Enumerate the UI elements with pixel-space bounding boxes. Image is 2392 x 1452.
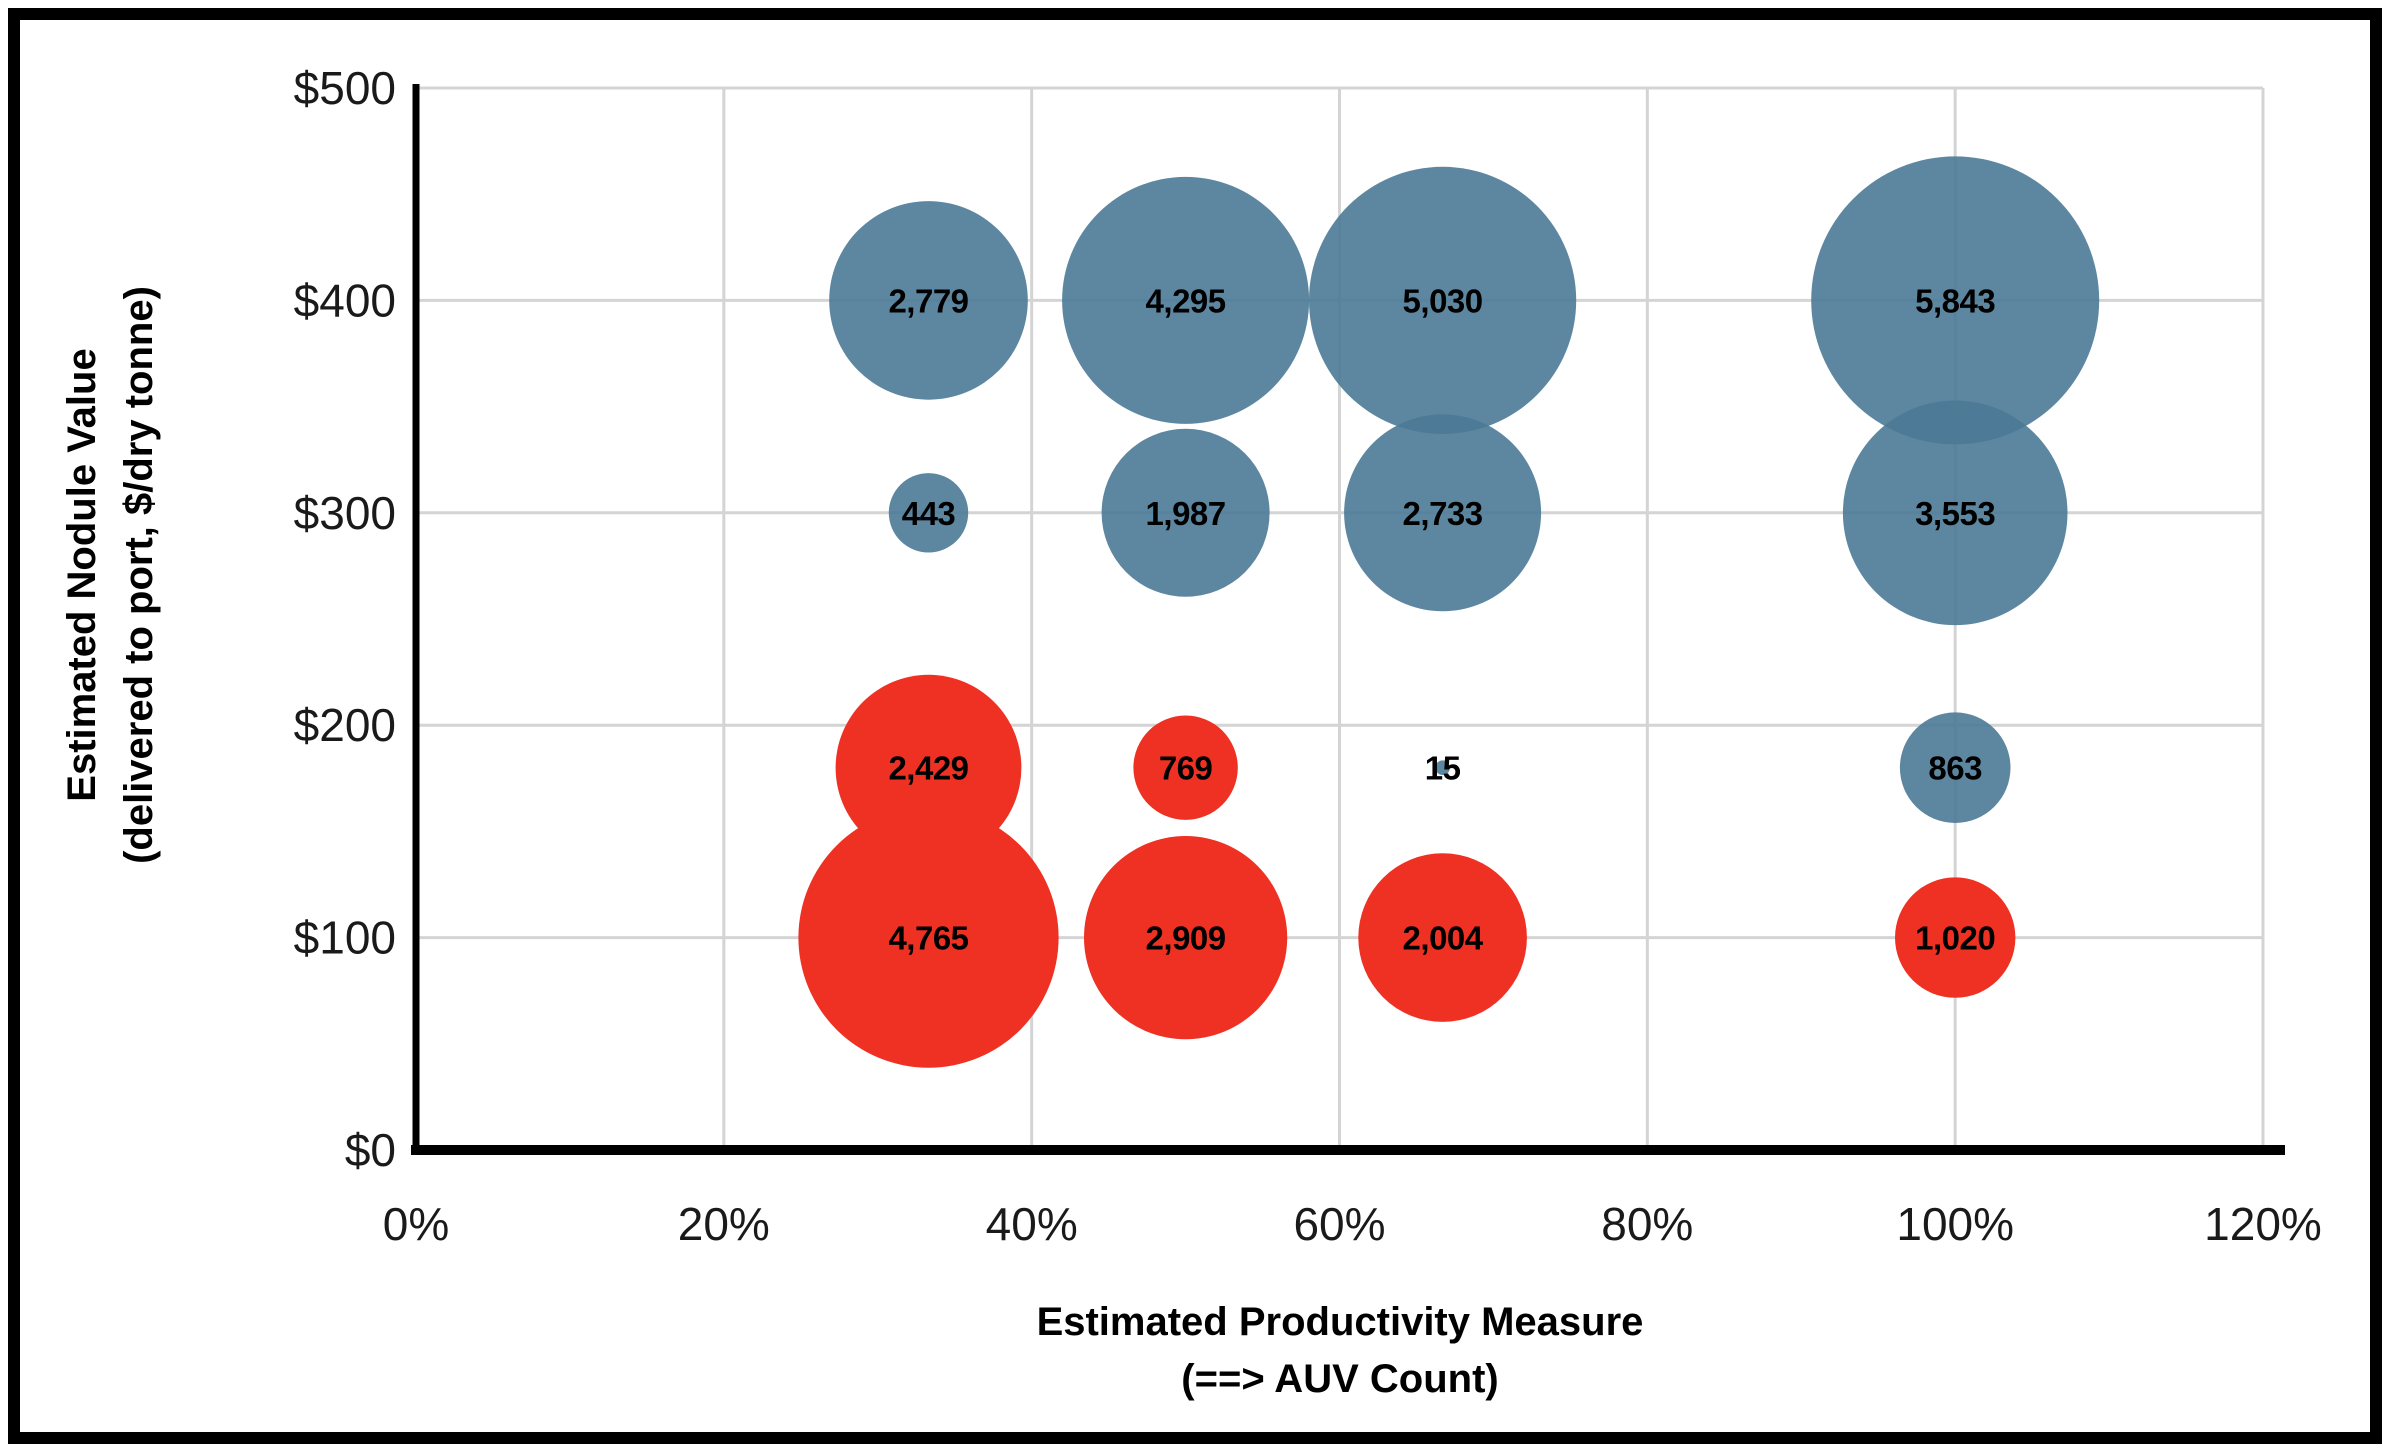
bubble-2909 bbox=[1084, 836, 1288, 1040]
y-axis-title-line1: Estimated Nodule Value bbox=[60, 348, 104, 801]
bubble-label-1020: 1,020 bbox=[1915, 920, 1995, 957]
x-tick-label-100: 100% bbox=[1896, 1198, 2014, 1250]
bubble-15 bbox=[1435, 760, 1450, 775]
bubble-label-5843: 5,843 bbox=[1915, 282, 1995, 319]
x-tick-label-20: 20% bbox=[678, 1198, 770, 1250]
bubble-label-443: 443 bbox=[902, 495, 956, 532]
y-tick-label-300: $300 bbox=[294, 487, 396, 539]
bubble-label-15: 15 bbox=[1425, 750, 1461, 787]
y-axis-title-line2: (delivered to port, $/dry tonne) bbox=[117, 286, 161, 864]
bubble-769 bbox=[1133, 715, 1238, 820]
bubble-5843 bbox=[1811, 156, 2100, 445]
bubble-443 bbox=[888, 473, 969, 553]
bubble-1020 bbox=[1895, 877, 2016, 998]
bubble-2779 bbox=[829, 201, 1028, 400]
bubble-label-4295: 4,295 bbox=[1146, 282, 1226, 319]
bubble-label-2779: 2,779 bbox=[888, 282, 968, 319]
bubble-3553 bbox=[1842, 400, 2068, 626]
bubble-4765 bbox=[798, 807, 1059, 1068]
x-tick-label-60: 60% bbox=[1293, 1198, 1385, 1250]
bubbles bbox=[798, 156, 2100, 1068]
x-axis-title-line2: (==> AUV Count) bbox=[1181, 1357, 1498, 1401]
chart-border bbox=[8, 8, 2382, 1444]
bubble-label-4765: 4,765 bbox=[888, 920, 968, 957]
x-tick-label-0: 0% bbox=[383, 1198, 449, 1250]
bubble-1987 bbox=[1101, 428, 1270, 597]
bubble-label-769: 769 bbox=[1159, 750, 1213, 787]
bubble-label-2429: 2,429 bbox=[888, 750, 968, 787]
bubble-label-2733: 2,733 bbox=[1403, 495, 1483, 532]
x-axis-title-line1: Estimated Productivity Measure bbox=[1037, 1300, 1644, 1344]
y-tick-label-100: $100 bbox=[294, 912, 396, 964]
y-tick-label-0: $0 bbox=[345, 1124, 396, 1176]
x-tick-label-120: 120% bbox=[2204, 1198, 2322, 1250]
y-tick-label-400: $400 bbox=[294, 274, 396, 326]
bubble-label-2004: 2,004 bbox=[1403, 920, 1484, 957]
x-tick-label-40: 40% bbox=[986, 1198, 1078, 1250]
y-axis-tick-labels: $0 $100 $200 $300 $400 $500 bbox=[294, 62, 396, 1176]
x-tick-label-80: 80% bbox=[1601, 1198, 1693, 1250]
x-axis-tick-labels: 0% 20% 40% 60% 80% 100% 120% bbox=[383, 1198, 2322, 1250]
bubble-4295 bbox=[1062, 176, 1310, 424]
bubble-2429 bbox=[835, 674, 1022, 861]
bubble-label-863: 863 bbox=[1928, 750, 1982, 787]
bubble-2004 bbox=[1358, 853, 1527, 1022]
y-tick-label-500: $500 bbox=[294, 62, 396, 114]
bubble-5030 bbox=[1309, 166, 1577, 434]
bubble-2733 bbox=[1344, 414, 1542, 612]
y-tick-label-200: $200 bbox=[294, 699, 396, 751]
bubble-labels: 2,779 4,295 5,030 5,843 443 1,987 2,733 3,553 15… bbox=[888, 282, 1995, 956]
bubble-label-3553: 3,553 bbox=[1915, 495, 1995, 532]
bubble-label-5030: 5,030 bbox=[1403, 282, 1483, 319]
bubble-label-1987: 1,987 bbox=[1146, 495, 1226, 532]
bubble-label-2909: 2,909 bbox=[1146, 920, 1226, 957]
bubble-863 bbox=[1899, 712, 2011, 823]
